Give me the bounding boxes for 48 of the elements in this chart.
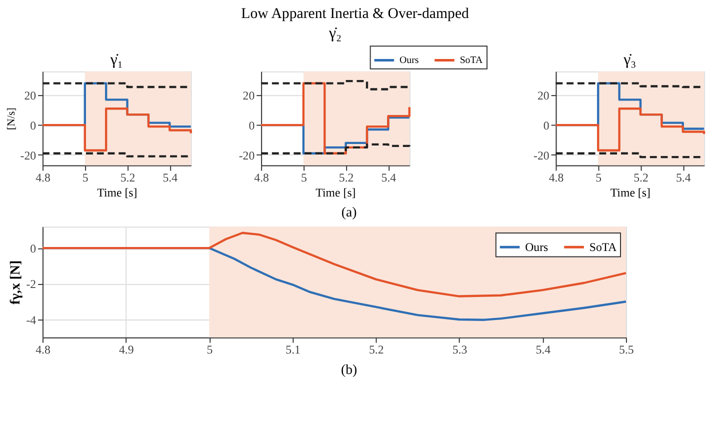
- y-tick-label: 0: [30, 241, 36, 256]
- legend-label: Ours: [400, 55, 419, 66]
- x-tick-label: 4.8: [36, 170, 50, 185]
- y-tick-label: 20: [242, 88, 255, 103]
- chart-title: γ̇₂: [328, 25, 342, 42]
- x-tick-label: 5: [596, 170, 602, 185]
- x-axis-title: Time [s]: [316, 185, 356, 200]
- text: (a): [341, 204, 357, 220]
- y-tick-label: -20: [20, 148, 36, 162]
- x-tick-label: 4.9: [118, 342, 134, 357]
- x-tick-label: 5: [300, 170, 307, 185]
- x-tick-label: 5.4: [676, 170, 691, 185]
- x-tick-label: 5.4: [381, 170, 396, 185]
- y-tick-label: -20: [534, 148, 550, 162]
- y-tick-label: 0: [30, 118, 36, 132]
- y-tick-label: 0: [248, 118, 255, 132]
- y-axis-title: [N/s]: [5, 108, 18, 130]
- y-tick-label: 0: [543, 118, 550, 132]
- x-axis-title: Time [s]: [97, 185, 138, 200]
- legend-label: Ours: [525, 240, 549, 254]
- y-tick-label: -4: [26, 312, 36, 327]
- legend-label: SoTA: [589, 240, 618, 254]
- x-tick-label: 5.4: [536, 342, 551, 357]
- x-tick-label: 5.3: [452, 342, 468, 357]
- x-tick-label: 4.8: [548, 170, 564, 185]
- x-tick-label: 5.2: [634, 170, 648, 185]
- y-tick-label: -20: [238, 148, 255, 162]
- y-tick-label: -2: [26, 277, 36, 292]
- x-axis-title: Time [s]: [610, 185, 650, 200]
- x-tick-label: 5.2: [120, 170, 136, 185]
- x-tick-label: 5: [82, 170, 88, 185]
- text: (b): [341, 362, 358, 377]
- x-tick-label: 4.8: [254, 170, 270, 185]
- chart-title: γ̇₁: [109, 51, 123, 68]
- text: Low Apparent Inertia & Over-damped: [241, 6, 470, 22]
- x-tick-label: 5.1: [286, 342, 301, 357]
- y-axis-title: fγ,x [N]: [7, 260, 22, 305]
- chart-title: γ̇₃: [622, 51, 636, 68]
- y-tick-label: 20: [24, 88, 36, 103]
- x-tick-label: 5.4: [162, 170, 178, 185]
- x-tick-label: 5.2: [338, 170, 354, 185]
- x-tick-label: 4.8: [36, 342, 50, 357]
- x-tick-label: 5.5: [619, 342, 634, 357]
- x-tick-label: 5: [206, 342, 213, 357]
- x-tick-label: 5.2: [368, 342, 384, 357]
- line-series: [41, 232, 628, 298]
- legend-label: SoTA: [460, 55, 484, 66]
- y-tick-label: 20: [537, 88, 550, 103]
